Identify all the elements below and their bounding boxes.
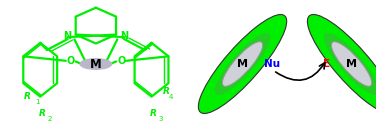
Ellipse shape	[215, 33, 270, 95]
Ellipse shape	[308, 14, 376, 114]
Text: 3: 3	[159, 116, 163, 122]
Ellipse shape	[331, 42, 372, 86]
Ellipse shape	[324, 33, 376, 95]
Text: M: M	[237, 59, 248, 69]
Text: Nu: Nu	[264, 59, 280, 69]
Text: M: M	[90, 57, 102, 71]
Text: O: O	[66, 56, 74, 66]
Text: R: R	[24, 92, 31, 101]
Ellipse shape	[222, 42, 263, 86]
Text: R: R	[39, 109, 45, 118]
Circle shape	[80, 59, 112, 69]
Text: N: N	[120, 31, 128, 41]
Text: 4: 4	[169, 94, 173, 100]
Text: E: E	[323, 59, 330, 69]
Text: O: O	[117, 56, 126, 66]
Text: R: R	[163, 87, 170, 96]
Ellipse shape	[199, 14, 287, 114]
Text: R: R	[150, 109, 157, 118]
Text: 2: 2	[47, 116, 52, 122]
Text: N: N	[64, 31, 72, 41]
Text: 1: 1	[35, 99, 40, 105]
Text: M: M	[346, 59, 357, 69]
